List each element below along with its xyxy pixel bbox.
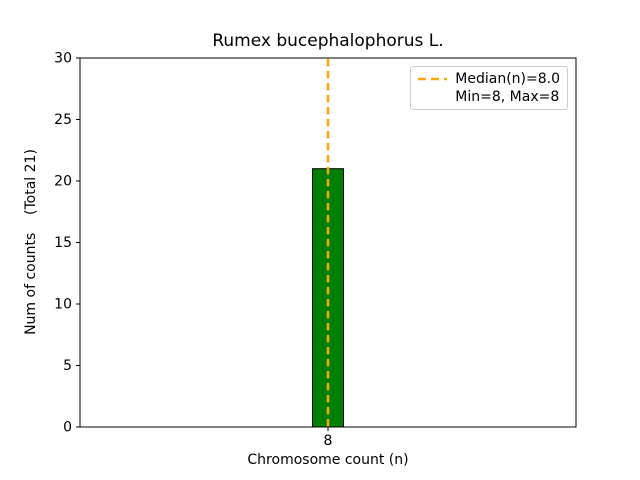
y-tick-label: 30 [54,51,72,67]
y-tick-label: 15 [54,235,72,251]
legend: Median(n)=8.0 Min=8, Max=8 [410,66,568,110]
x-tick-label: 8 [324,433,333,449]
legend-row-median: Median(n)=8.0 [418,70,560,88]
legend-handle-spacer [418,95,447,99]
x-axis-label: Chromosome count (n) [247,452,409,468]
legend-row-minmax: Min=8, Max=8 [418,88,560,106]
y-tick-label: 5 [63,358,72,374]
legend-label-minmax: Min=8, Max=8 [455,89,560,105]
y-tick-label: 25 [54,112,72,128]
dashed-line-icon [418,77,448,81]
y-tick-label: 10 [54,297,72,313]
y-tick-label: 0 [63,420,72,436]
chart-title: Rumex bucephalophorus L. [212,31,444,51]
y-tick-label: 20 [54,174,72,190]
legend-label-median: Median(n)=8.0 [455,71,560,87]
y-axis-label: Num of counts (Total 21) [23,149,39,335]
